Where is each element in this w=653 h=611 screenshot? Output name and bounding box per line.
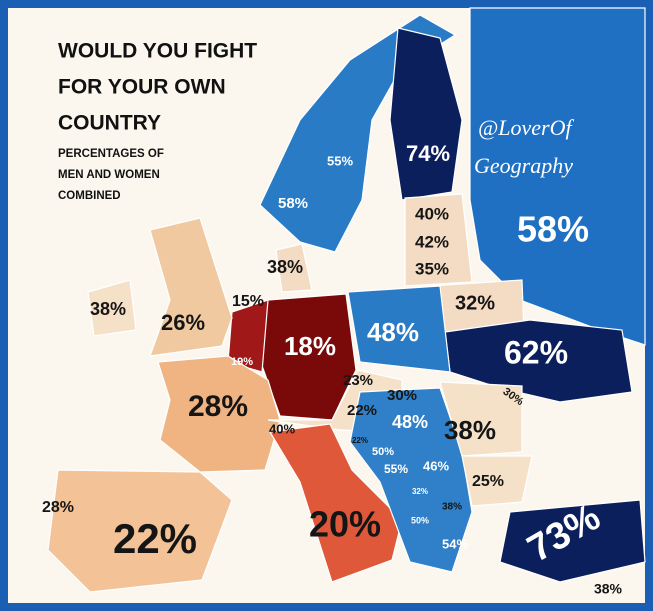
country-label: 50% xyxy=(411,515,429,525)
watermark: Geography xyxy=(474,153,573,178)
country-label: 38% xyxy=(444,415,496,445)
country-label: 20% xyxy=(309,504,381,545)
poland xyxy=(347,285,451,373)
labels: 74% 55% 58% 58% 40% 42% 35% 38% 32% 38% 26% 15% 18% 4… xyxy=(42,141,623,597)
country-label: 22% xyxy=(347,402,377,419)
baltics xyxy=(404,193,473,287)
finland xyxy=(389,27,463,201)
countries xyxy=(47,7,646,593)
bulgaria xyxy=(461,455,533,507)
country-label: 58% xyxy=(278,195,308,212)
country-label: 74% xyxy=(406,141,450,166)
country-label: 18% xyxy=(284,331,336,361)
russia xyxy=(469,7,646,346)
country-label: 28% xyxy=(42,499,74,516)
country-label: 54% xyxy=(442,536,468,551)
subtitle-line: MEN AND WOMEN xyxy=(58,169,160,181)
country-label: 62% xyxy=(504,334,568,370)
country-label: 35% xyxy=(415,259,449,278)
header: WOULD YOU FIGHT FOR YOUR OWN COUNTRY PER… xyxy=(58,40,574,202)
subtitle-line: COMBINED xyxy=(58,190,121,202)
denmark xyxy=(275,243,313,293)
country-label: 55% xyxy=(384,462,408,476)
turkey xyxy=(499,499,646,583)
country-label: 38% xyxy=(442,502,462,513)
country-label: 25% xyxy=(472,473,504,490)
benelux xyxy=(227,299,269,373)
country-label: 23% xyxy=(343,372,373,389)
country-label: 15% xyxy=(232,293,264,310)
country-label: 48% xyxy=(367,317,419,347)
country-label: 26% xyxy=(161,310,205,335)
country-label: 55% xyxy=(327,153,353,168)
country-label: 28% xyxy=(188,390,248,423)
country-label: 38% xyxy=(90,299,126,319)
uk xyxy=(149,217,233,357)
romania xyxy=(439,381,523,457)
country-label: 40% xyxy=(269,421,295,436)
watermark: @LoverOf xyxy=(478,115,574,140)
country-label: 22% xyxy=(113,515,197,562)
iberia xyxy=(47,469,233,593)
country-label: 30% xyxy=(387,387,417,404)
balkans xyxy=(349,387,473,573)
country-label: 32% xyxy=(455,292,495,314)
title-line: WOULD YOU FIGHT xyxy=(58,40,257,63)
france xyxy=(157,355,281,473)
subtitle-line: PERCENTAGES OF xyxy=(58,148,164,160)
title-line: FOR YOUR OWN xyxy=(58,76,226,99)
country-label: 38% xyxy=(267,257,303,277)
ukraine xyxy=(444,319,633,403)
title-line: COUNTRY xyxy=(58,112,161,135)
country-label: 58% xyxy=(517,209,589,250)
country-label: 48% xyxy=(392,412,428,432)
country-label: 19% xyxy=(231,356,253,368)
country-label: 46% xyxy=(423,458,449,473)
country-label: 50% xyxy=(372,446,394,458)
country-label: 42% xyxy=(415,232,449,251)
country-label: 32% xyxy=(412,487,428,496)
country-label: 40% xyxy=(415,204,449,223)
italy xyxy=(269,423,403,583)
country-label: 38% xyxy=(594,581,623,597)
ireland xyxy=(87,279,137,337)
country-label: 22% xyxy=(352,436,368,445)
